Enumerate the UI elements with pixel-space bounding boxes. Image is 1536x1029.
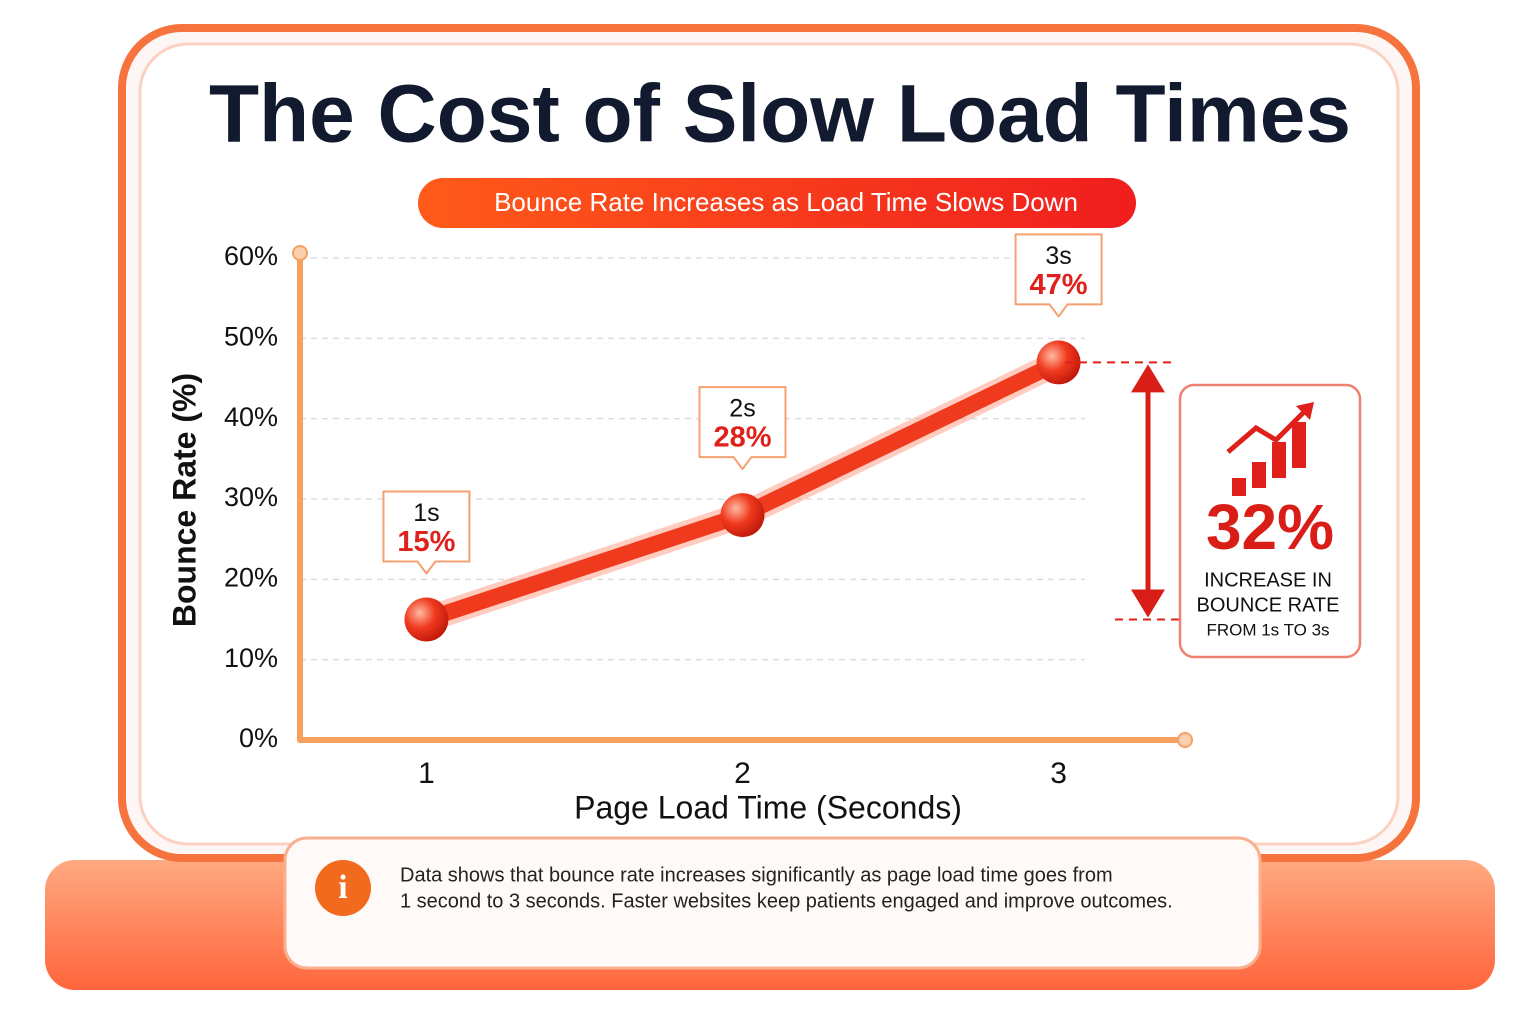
- data-point: [720, 493, 765, 538]
- arrow-head: [1131, 364, 1165, 393]
- stat-subtext: FROM 1s TO 3s: [1206, 620, 1329, 639]
- data-point: [1036, 340, 1081, 385]
- y-tick-label: 30%: [224, 482, 278, 512]
- note-line: 1 second to 3 seconds. Faster websites k…: [400, 890, 1173, 912]
- y-tick-label: 60%: [224, 241, 278, 271]
- x-tick-label: 3: [1050, 757, 1067, 790]
- callout-box: [1014, 233, 1103, 318]
- x-tick-label: 1: [418, 757, 435, 790]
- note-box: [283, 836, 1262, 970]
- icon-bar: [1292, 422, 1306, 468]
- stat-text: INCREASE IN: [1204, 569, 1332, 591]
- icon-bar: [1272, 442, 1286, 478]
- stat-value: 32%: [1206, 491, 1334, 563]
- stat-text: BOUNCE RATE: [1197, 594, 1340, 616]
- y-axis-label: Bounce Rate (%): [166, 373, 202, 627]
- axis-cap: [1177, 732, 1193, 748]
- data-point: [404, 597, 449, 642]
- chart-title: The Cost of Slow Load Times: [209, 69, 1351, 160]
- y-tick-label: 20%: [224, 562, 278, 592]
- callout-label: 3s: [1045, 242, 1071, 270]
- arrow-head: [1131, 589, 1165, 618]
- icon-bar: [1252, 462, 1266, 488]
- y-tick-label: 50%: [224, 321, 278, 351]
- callout-label: 2s: [729, 395, 755, 423]
- value-label: 28%: [713, 422, 771, 454]
- subtitle: Bounce Rate Increases as Load Time Slows…: [494, 187, 1078, 217]
- callout-box: [382, 490, 471, 575]
- subtitle-pill: [418, 178, 1136, 228]
- info-icon-glyph: i: [338, 869, 347, 906]
- note-line: Data shows that bounce rate increases si…: [400, 864, 1113, 886]
- axis-cap: [292, 245, 308, 261]
- y-tick-label: 10%: [224, 643, 278, 673]
- value-label: 15%: [397, 526, 455, 558]
- icon-trend: [1226, 408, 1308, 454]
- y-tick-label: 0%: [239, 723, 278, 753]
- callout-label: 1s: [413, 499, 439, 527]
- stat-box: [1178, 383, 1362, 659]
- value-label: 47%: [1030, 269, 1088, 301]
- callout-box: [698, 386, 787, 471]
- y-tick-label: 40%: [224, 402, 278, 432]
- x-tick-label: 2: [734, 757, 751, 790]
- icon-trend-head: [1296, 402, 1314, 420]
- icon-bar: [1232, 478, 1246, 496]
- info-icon: [315, 860, 371, 916]
- x-axis-label: Page Load Time (Seconds): [574, 789, 962, 825]
